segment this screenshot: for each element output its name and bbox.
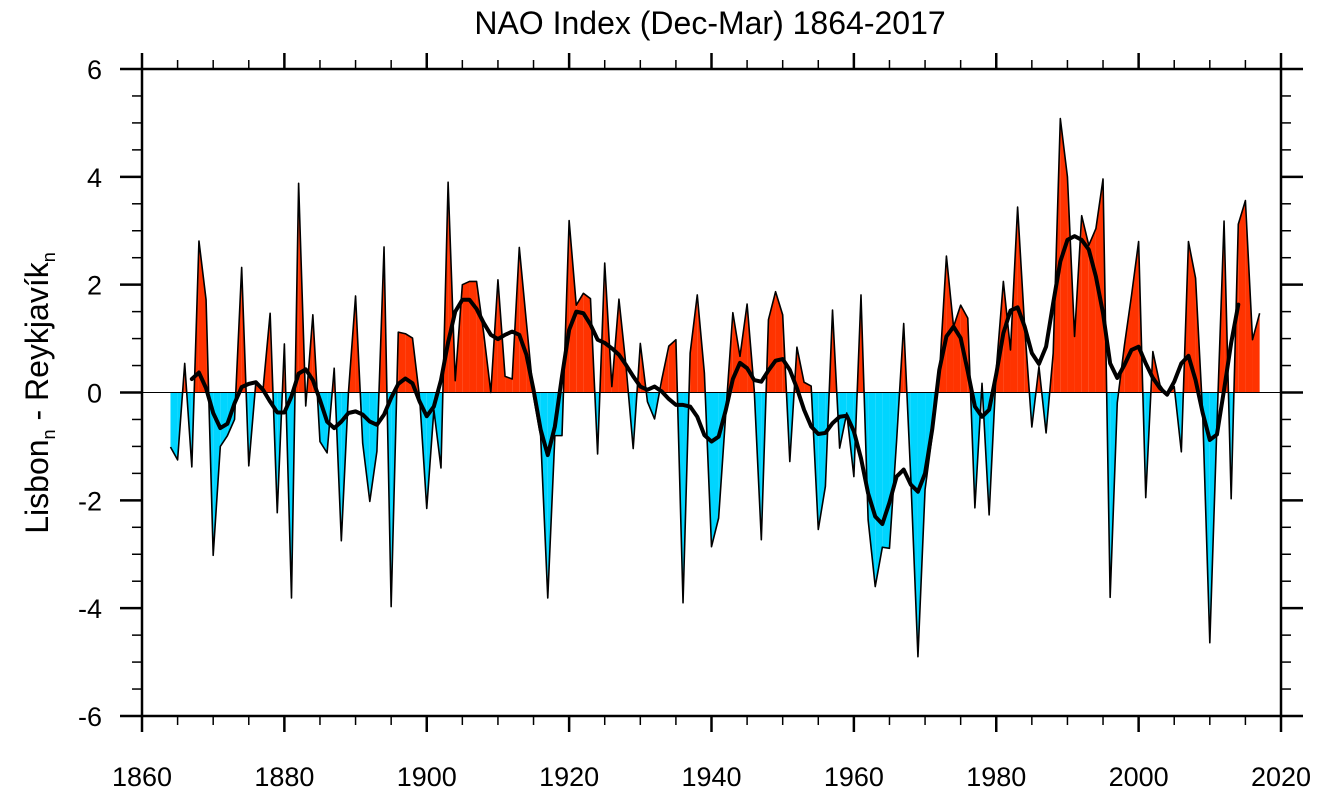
positive-fill-segment: [505, 376, 513, 393]
negative-fill-segment: [213, 392, 221, 556]
chart-title: NAO Index (Dec-Mar) 1864-2017: [474, 5, 945, 41]
x-tick-label: 2000: [1109, 762, 1169, 792]
x-tick-label: 1920: [539, 762, 599, 792]
y-tick-label: -4: [78, 594, 102, 624]
y-tick-label: -6: [78, 702, 102, 732]
y-tick-label: 6: [87, 55, 102, 85]
positive-fill-segment: [1124, 295, 1132, 393]
positive-fill-segment: [739, 304, 748, 393]
positive-fill-segment: [1131, 241, 1139, 393]
y-label-lisbon: Lisbon: [19, 439, 55, 533]
index-series-line: [169, 117, 1261, 658]
positive-fill-segment: [1138, 241, 1143, 393]
positive-fill-segment: [1081, 215, 1089, 393]
negative-fill-segment: [220, 392, 228, 447]
positive-fill-segment: [946, 256, 954, 393]
smoothed-series-line: [189, 234, 1241, 527]
negative-fill-segment: [875, 392, 883, 587]
positive-fill-segment: [775, 291, 783, 393]
positive-fill-segment: [198, 240, 207, 393]
positive-fill-segment: [668, 339, 676, 393]
positive-fill-segment: [569, 220, 577, 393]
positive-fill-segment: [476, 281, 484, 393]
y-axis-label: Lisbonn - Reykjavíkn: [19, 252, 59, 533]
y-tick-label: 0: [87, 379, 102, 409]
positive-fill-segment: [583, 293, 591, 393]
x-tick-labels: 1860 1880 1900 1920 1940 1960 1980 2000 2020: [112, 762, 1311, 792]
negative-fill-segment: [868, 392, 876, 587]
negative-fill-segment: [910, 392, 918, 657]
positive-fill-segment: [1252, 313, 1260, 393]
x-tick-label: 1940: [681, 762, 741, 792]
y-label-sub1: n: [39, 429, 59, 439]
positive-fill-segment: [804, 382, 812, 393]
positive-fill-segment: [1188, 241, 1196, 393]
y-tick-labels: -6 -4 -2 0 2 4 6: [78, 55, 102, 732]
positive-fill-segment: [462, 281, 470, 393]
x-tick-label: 2020: [1251, 762, 1311, 792]
x-tick-label: 1980: [966, 762, 1026, 792]
y-tick-label: 2: [87, 271, 102, 301]
positive-fill-segment: [1003, 281, 1011, 393]
y-tick-label: 4: [87, 163, 102, 193]
negative-fill-segment: [369, 392, 377, 502]
x-tick-label: 1960: [824, 762, 884, 792]
x-tick-label: 1900: [397, 762, 457, 792]
negative-fill-segment: [839, 392, 847, 449]
positive-fill-segment: [1238, 200, 1246, 393]
positive-fill-segment: [576, 293, 584, 393]
negative-fill-segment: [170, 392, 178, 460]
x-tick-label: 1860: [112, 762, 172, 792]
negative-fill-segment: [889, 392, 897, 549]
negative-fill-segment: [917, 392, 926, 657]
positive-fill-segment: [690, 294, 698, 393]
y-tick-label: -2: [78, 486, 102, 516]
positive-fill-segment: [1074, 215, 1082, 393]
x-tick-label: 1880: [254, 762, 314, 792]
y-label-sub2: n: [39, 252, 59, 262]
negative-fill-segment: [711, 392, 719, 547]
axes: [120, 53, 1303, 732]
positive-fill-segment: [1017, 207, 1025, 393]
negative-fill-segment: [647, 392, 655, 419]
index-fill-areas: [170, 118, 1260, 657]
positive-fill-segment: [519, 247, 527, 393]
y-label-reykjavik: - Reykjavík: [19, 261, 55, 429]
